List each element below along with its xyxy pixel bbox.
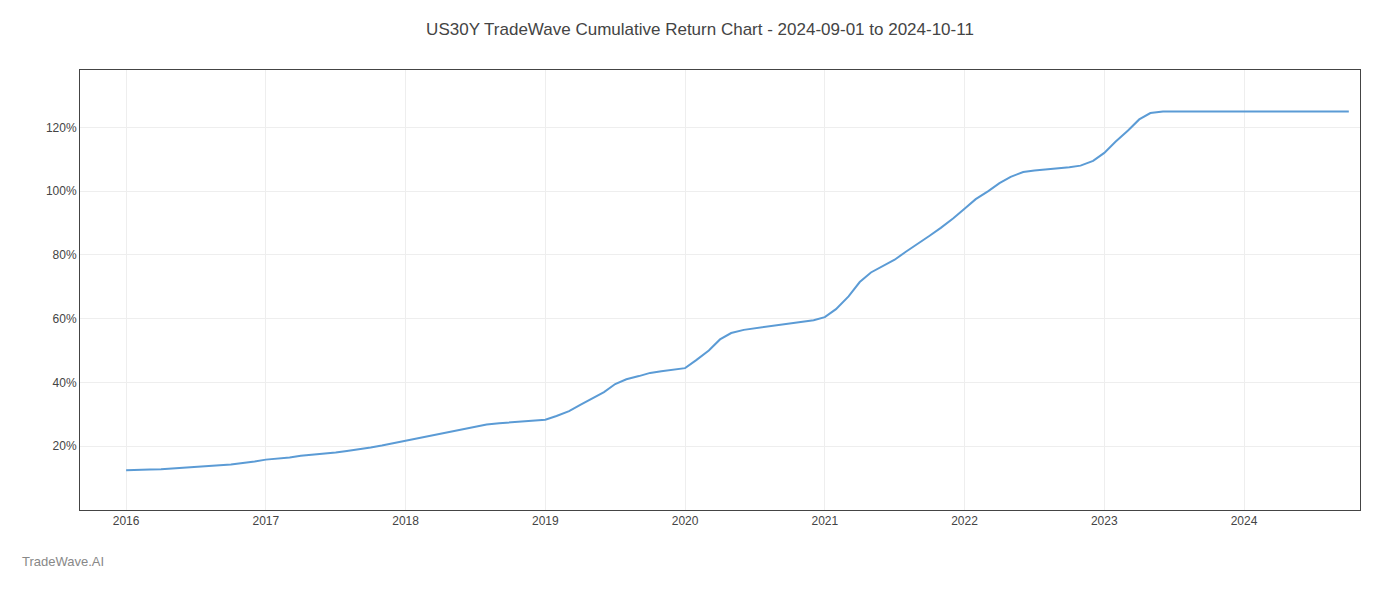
svg-text:2024: 2024 — [1231, 514, 1258, 528]
svg-text:120%: 120% — [46, 121, 77, 135]
svg-text:2017: 2017 — [252, 514, 279, 528]
svg-text:2022: 2022 — [951, 514, 978, 528]
svg-text:100%: 100% — [46, 184, 77, 198]
svg-text:2020: 2020 — [672, 514, 699, 528]
svg-text:20%: 20% — [53, 439, 77, 453]
svg-text:2023: 2023 — [1091, 514, 1118, 528]
svg-text:2018: 2018 — [392, 514, 419, 528]
svg-text:40%: 40% — [53, 376, 77, 390]
svg-text:2016: 2016 — [113, 514, 140, 528]
svg-text:2019: 2019 — [532, 514, 559, 528]
svg-text:60%: 60% — [53, 312, 77, 326]
svg-text:US30Y TradeWave Cumulative Ret: US30Y TradeWave Cumulative Return Chart … — [426, 20, 974, 39]
svg-text:TradeWave.AI: TradeWave.AI — [22, 554, 104, 569]
svg-text:80%: 80% — [53, 248, 77, 262]
svg-text:2021: 2021 — [811, 514, 838, 528]
